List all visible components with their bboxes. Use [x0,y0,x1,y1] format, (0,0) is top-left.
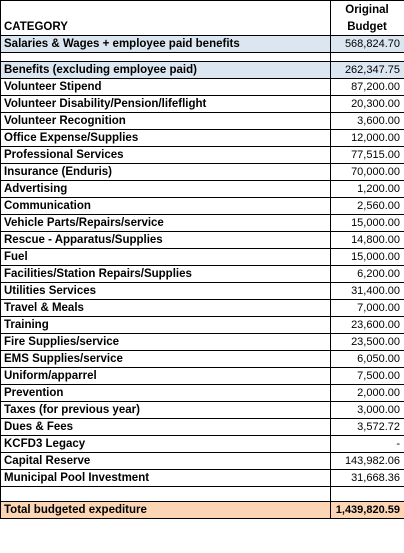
table-row: Uniform/apparrel 7,500.00 [0,367,404,385]
row-value: 7,000.00 [330,299,404,317]
table-row: KCFD3 Legacy - [0,435,404,453]
row-category: Rescue - Apparatus/Supplies [0,231,331,249]
row-value: 262,347.75 [330,61,404,79]
table-row: Vehicle Parts/Repairs/service 15,000.00 [0,214,404,232]
row-value: 31,400.00 [330,282,404,300]
table-row: Insurance (Enduris) 70,000.00 [0,163,404,181]
row-value: - [330,435,404,453]
spacer-row [0,52,404,62]
category-header: CATEGORY [0,18,331,36]
row-category: Vehicle Parts/Repairs/service [0,214,331,232]
table-row: Fire Supplies/service 23,500.00 [0,333,404,351]
row-category: Fire Supplies/service [0,333,331,351]
row-value: 568,824.70 [330,35,404,53]
row-category: Travel & Meals [0,299,331,317]
row-category: Training [0,316,331,334]
row-category: EMS Supplies/service [0,350,331,368]
row-value: 2,560.00 [330,197,404,215]
row-category: Communication [0,197,331,215]
spacer-cell [330,52,404,62]
row-value: 15,000.00 [330,214,404,232]
row-category: Fuel [0,248,331,266]
spacer-cell [0,486,331,502]
row-value: 20,300.00 [330,95,404,113]
row-category: Facilities/Station Repairs/Supplies [0,265,331,283]
row-value: 1,200.00 [330,180,404,198]
row-category: Volunteer Disability/Pension/lifeflight [0,95,331,113]
row-category: Benefits (excluding employee paid) [0,61,331,79]
row-category: Municipal Pool Investment [0,469,331,487]
total-label: Total budgeted expediture [0,501,331,519]
row-category: Office Expense/Supplies [0,129,331,147]
row-category: Volunteer Stipend [0,78,331,96]
table-row: Communication 2,560.00 [0,197,404,215]
row-category: Uniform/apparrel [0,367,331,385]
table-row: Facilities/Station Repairs/Supplies 6,200… [0,265,404,283]
table-row: Dues & Fees 3,572.72 [0,418,404,436]
row-value: 31,668.36 [330,469,404,487]
total-value: 1,439,820.59 [330,501,404,519]
row-category: Salaries & Wages + employee paid benefit… [0,35,331,53]
header-row-2: CATEGORY Budget [0,18,404,36]
row-category: Capital Reserve [0,452,331,470]
spacer-cell [330,486,404,502]
table-row: Utilities Services 31,400.00 [0,282,404,300]
row-category: Taxes (for previous year) [0,401,331,419]
table-row: Professional Services 77,515.00 [0,146,404,164]
row-category: Utilities Services [0,282,331,300]
row-value: 3,572.72 [330,418,404,436]
row-category: KCFD3 Legacy [0,435,331,453]
budget-header-line1: Original [330,0,404,18]
row-value: 3,600.00 [330,112,404,130]
row-value: 15,000.00 [330,248,404,266]
table-row: Municipal Pool Investment 31,668.36 [0,469,404,487]
header-category-blank [0,0,331,18]
table-row: Prevention 2,000.00 [0,384,404,402]
table-row: Advertising 1,200.00 [0,180,404,198]
row-value: 14,800.00 [330,231,404,249]
row-value: 12,000.00 [330,129,404,147]
table-row: Benefits (excluding employee paid) 262,3… [0,61,404,79]
row-value: 6,050.00 [330,350,404,368]
spacer-row [0,486,404,502]
row-value: 6,200.00 [330,265,404,283]
row-category: Volunteer Recognition [0,112,331,130]
row-value: 3,000.00 [330,401,404,419]
row-value: 2,000.00 [330,384,404,402]
row-value: 143,982.06 [330,452,404,470]
row-category: Professional Services [0,146,331,164]
table-row: Travel & Meals 7,000.00 [0,299,404,317]
row-value: 23,500.00 [330,333,404,351]
table-row: Salaries & Wages + employee paid benefit… [0,35,404,53]
total-row: Total budgeted expediture 1,439,820.59 [0,501,404,519]
row-value: 23,600.00 [330,316,404,334]
table-row: Office Expense/Supplies 12,000.00 [0,129,404,147]
row-category: Prevention [0,384,331,402]
spacer-cell [0,52,331,62]
table-row: Training 23,600.00 [0,316,404,334]
row-category: Advertising [0,180,331,198]
budget-table: Original CATEGORY Budget Salaries & Wage… [0,0,404,519]
table-row: Rescue - Apparatus/Supplies 14,800.00 [0,231,404,249]
row-category: Insurance (Enduris) [0,163,331,181]
table-row: Volunteer Stipend 87,200.00 [0,78,404,96]
table-row: Taxes (for previous year) 3,000.00 [0,401,404,419]
row-value: 77,515.00 [330,146,404,164]
header-row-1: Original [0,0,404,18]
table-row: Volunteer Recognition 3,600.00 [0,112,404,130]
row-category: Dues & Fees [0,418,331,436]
table-row: Volunteer Disability/Pension/lifeflight 2… [0,95,404,113]
row-value: 70,000.00 [330,163,404,181]
table-row: Fuel 15,000.00 [0,248,404,266]
row-value: 7,500.00 [330,367,404,385]
table-row: Capital Reserve 143,982.06 [0,452,404,470]
table-row: EMS Supplies/service 6,050.00 [0,350,404,368]
budget-header-line2: Budget [330,18,404,36]
row-value: 87,200.00 [330,78,404,96]
